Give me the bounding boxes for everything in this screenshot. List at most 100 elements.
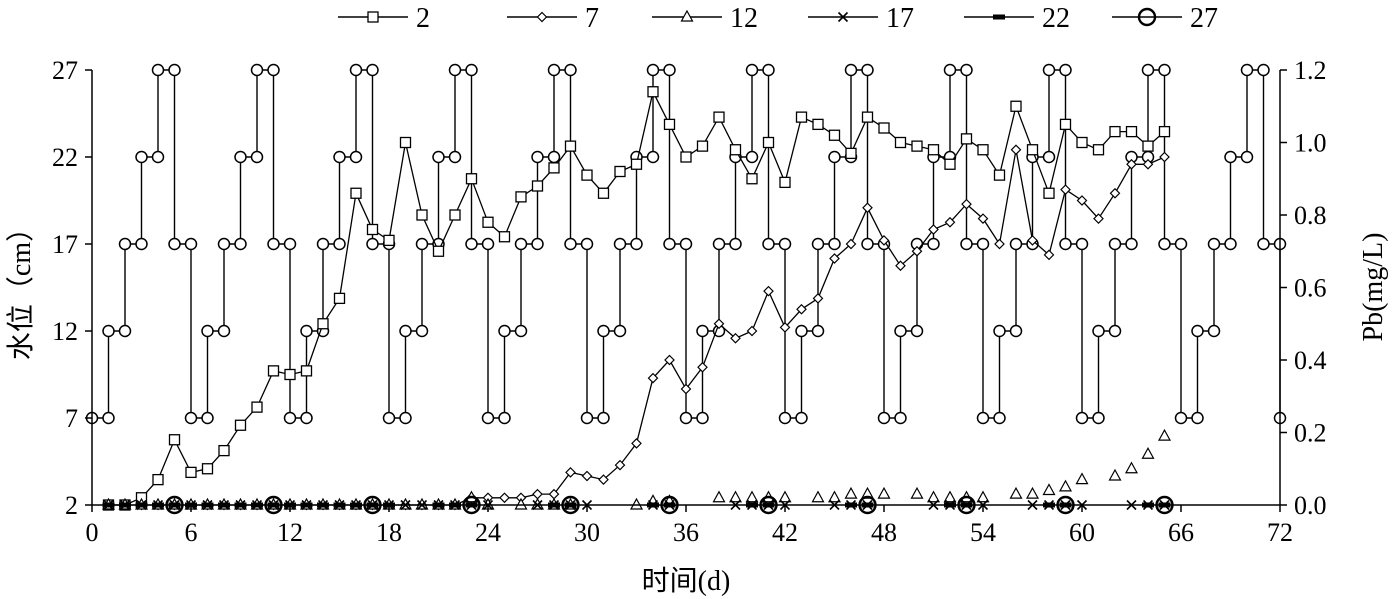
water-level-point (580, 237, 594, 251)
water-level-point (250, 150, 264, 164)
series-2-point (960, 133, 973, 145)
series-2-point (663, 118, 676, 131)
water-level-point (135, 237, 148, 251)
water-level-point (547, 63, 561, 77)
water-level-point (712, 237, 726, 251)
water-level-point (201, 411, 214, 425)
series-12-point (778, 490, 792, 503)
series-12-point (1124, 461, 1139, 474)
water-level-point (844, 63, 858, 77)
water-level-point (547, 150, 561, 164)
series-7-point (1109, 187, 1121, 199)
series-2-point (1109, 125, 1121, 138)
legend-label: 27 (1190, 3, 1218, 34)
x-tick-label: 30 (574, 518, 600, 547)
series-2-point (581, 169, 593, 181)
water-level-point (630, 237, 643, 251)
water-level-point (481, 411, 495, 425)
water-level-point (300, 411, 313, 425)
water-level-point (217, 237, 231, 251)
legend-label: 12 (730, 3, 758, 34)
water-level-point (102, 324, 115, 338)
water-level-point (184, 411, 198, 425)
series-2-point (465, 173, 478, 185)
water-level-point (1158, 237, 1171, 251)
legend: 2 7 12 17 22 27 (338, 3, 1218, 34)
y-left-tick-label: 27 (52, 56, 78, 85)
series-2-point (680, 151, 692, 163)
series-12-point (1141, 447, 1155, 459)
x-axis-label: 时间(d) (642, 565, 731, 597)
water-level-point (1075, 411, 1089, 425)
water-level-point (1207, 237, 1221, 251)
y-left-tick-label: 17 (52, 230, 78, 259)
series-2-point (614, 165, 626, 178)
series-7-point (730, 332, 741, 344)
series-2-point (1043, 187, 1055, 199)
series-7-point (1076, 195, 1088, 206)
water-level-point (778, 237, 792, 251)
legend-label: 7 (585, 3, 599, 34)
series-2-point (498, 231, 511, 243)
water-level-point (960, 237, 973, 251)
y-left-tick-label: 12 (52, 317, 78, 346)
water-level-point (118, 324, 132, 338)
water-level-point (1059, 237, 1072, 251)
series-12-point (877, 486, 891, 499)
water-level-point (1125, 237, 1138, 251)
legend-marker (837, 11, 849, 23)
x-tick-label: 48 (871, 518, 897, 547)
series-7-point (499, 492, 510, 504)
series-7-point (1126, 158, 1137, 170)
series-7-point (796, 303, 807, 315)
series-2-point (911, 140, 923, 152)
water-level-point (1108, 324, 1122, 338)
water-level-point (613, 237, 627, 251)
water-level-point (349, 63, 363, 77)
water-level-point (943, 63, 957, 77)
series-7-point (878, 235, 890, 246)
series-12-point (976, 490, 990, 503)
water-level-point (448, 63, 462, 77)
y-right-tick-label: 0.2 (1294, 419, 1327, 448)
series-12-point (1108, 468, 1122, 481)
series-2-point (317, 318, 329, 330)
water-level-point (894, 324, 907, 338)
series-7-point (862, 202, 873, 214)
water-level-point (498, 324, 511, 338)
series-7-point (697, 361, 708, 373)
series-12-point (827, 490, 842, 503)
series-2-point (564, 140, 577, 152)
series-7-point (746, 325, 758, 337)
series-2-point (251, 401, 263, 413)
series-7-point (812, 293, 824, 304)
water-level-point (531, 150, 544, 164)
water-level-point (663, 237, 676, 251)
series-2-point (152, 473, 164, 486)
series-12-point (844, 486, 858, 499)
water-level-point (778, 411, 792, 425)
series-2-point (416, 209, 428, 221)
series-7-point (647, 372, 659, 384)
series-2-point (300, 365, 313, 377)
y-right-tick-label: 1.0 (1294, 129, 1327, 158)
series-2-point (449, 209, 461, 221)
series-12-point (1058, 479, 1073, 492)
legend-item-12: 12 (652, 3, 758, 34)
water-level-point (1009, 324, 1023, 338)
water-level-point (300, 324, 313, 338)
legend-marker (680, 9, 694, 22)
series-2-point (729, 144, 742, 156)
water-level-point (415, 324, 429, 338)
y-left-tick-label: 7 (65, 404, 78, 433)
water-level-point (333, 237, 346, 251)
x-tick-label: 66 (1168, 518, 1194, 547)
water-level-point (481, 237, 495, 251)
water-level-point (415, 237, 429, 251)
water-level-point (135, 150, 148, 164)
legend-item-17: 17 (808, 3, 914, 34)
series-12-point (745, 490, 759, 503)
y-right-tick-label: 1.2 (1294, 56, 1327, 85)
series-7-point (1142, 158, 1154, 170)
water-level-point (102, 411, 115, 425)
